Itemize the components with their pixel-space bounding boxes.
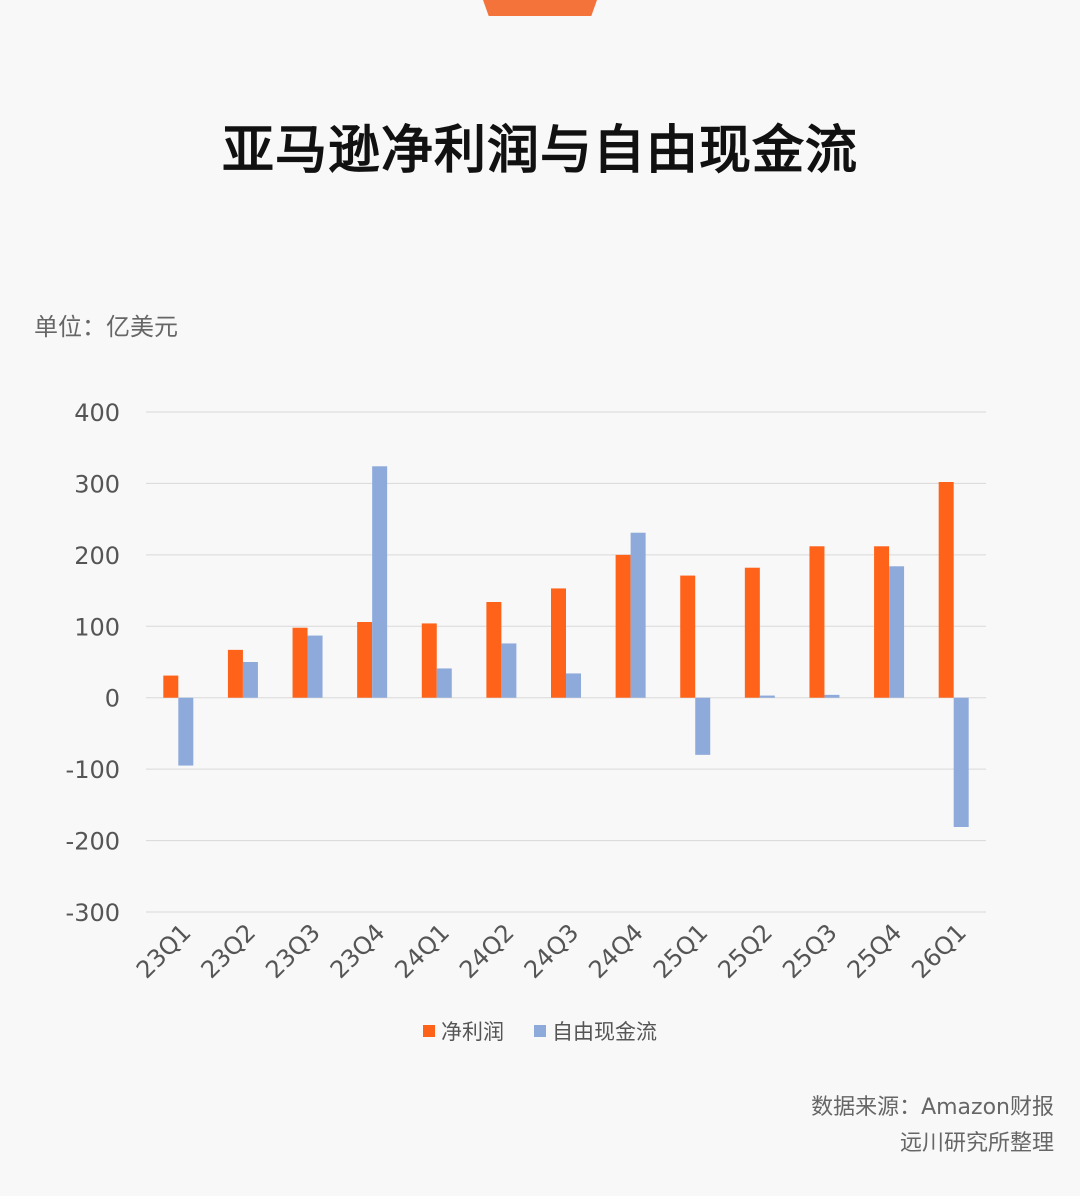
bar-free-cash-flow-24Q3 (566, 673, 581, 698)
legend-swatch-free-cash-flow (534, 1025, 546, 1037)
bar-free-cash-flow-25Q1 (695, 697, 711, 755)
y-tick-label: 100 (74, 613, 120, 641)
bar-net-profit-24Q2 (486, 602, 502, 698)
bar-net-profit-23Q1 (163, 675, 179, 698)
x-tick-label: 24Q4 (583, 918, 649, 984)
bar-net-profit-23Q4 (357, 622, 373, 698)
x-tick-label: 25Q4 (842, 918, 908, 984)
bar-net-profit-25Q1 (680, 575, 696, 698)
x-tick-label: 25Q2 (713, 918, 779, 984)
bar-net-profit-24Q4 (615, 554, 631, 698)
y-tick-label: 200 (74, 542, 120, 570)
bar-chart: 400 300 200 100 0 -100 -200 -300 23Q1 23Q2 23Q3 23Q… (66, 399, 986, 984)
x-tick-label: 23Q2 (196, 918, 262, 984)
bar-net-profit-26Q1 (938, 482, 954, 698)
top-accent-tab (483, 0, 597, 16)
bar-free-cash-flow-23Q2 (242, 662, 258, 698)
bar-net-profit-24Q1 (421, 623, 437, 698)
legend-label-free-cash-flow: 自由现金流 (552, 1020, 657, 1044)
bar-net-profit-25Q4 (874, 546, 890, 698)
bar-free-cash-flow-23Q3 (307, 635, 323, 698)
y-tick-label: -200 (66, 828, 120, 856)
x-tick-label: 23Q1 (131, 918, 197, 984)
legend-item-net-profit: 净利润 (423, 1016, 504, 1046)
x-tick-label: 25Q3 (777, 918, 843, 984)
source-line-2: 远川研究所整理 (899, 1131, 1054, 1156)
bar-net-profit-23Q3 (292, 627, 308, 698)
bar-net-profit-23Q2 (227, 649, 243, 698)
bar-free-cash-flow-24Q4 (630, 532, 646, 698)
bar-free-cash-flow-23Q1 (178, 697, 194, 766)
x-tick-label: 26Q1 (906, 918, 972, 984)
x-tick-label: 24Q2 (454, 918, 520, 984)
x-tick-label: 23Q4 (325, 918, 391, 984)
page-title: 亚马逊净利润与自由现金流 (221, 121, 858, 181)
bar-free-cash-flow-24Q1 (436, 668, 452, 698)
y-tick-label: -300 (66, 899, 120, 927)
bar-free-cash-flow-25Q2 (759, 695, 775, 698)
legend-label-net-profit: 净利润 (441, 1020, 504, 1044)
x-tick-label: 24Q3 (519, 918, 585, 984)
y-tick-label: 300 (74, 470, 120, 498)
source-note: 数据来源：Amazon财报 远川研究所整理 (811, 1090, 1054, 1162)
y-tick-label: -100 (66, 756, 120, 784)
bar-free-cash-flow-24Q2 (501, 643, 517, 698)
source-line-1: 数据来源：Amazon财报 (811, 1095, 1054, 1120)
legend-swatch-net-profit (423, 1025, 435, 1037)
bar-free-cash-flow-26Q1 (953, 697, 969, 827)
bar-free-cash-flow-25Q3 (824, 694, 840, 698)
bar-net-profit-25Q3 (809, 546, 825, 698)
x-tick-label: 23Q3 (260, 918, 326, 984)
bar-free-cash-flow-25Q4 (889, 566, 905, 698)
x-tick-label: 24Q1 (389, 918, 455, 984)
bar-free-cash-flow-23Q4 (372, 466, 388, 698)
bar-net-profit-25Q2 (744, 567, 760, 698)
bar-net-profit-24Q3 (551, 588, 566, 698)
x-tick-label: 25Q1 (648, 918, 714, 984)
y-tick-label: 400 (74, 399, 120, 427)
unit-label: 单位：亿美元 (34, 313, 178, 341)
legend-item-free-cash-flow: 自由现金流 (534, 1016, 657, 1046)
legend: 净利润 自由现金流 (0, 1016, 1080, 1046)
y-tick-label: 0 (105, 685, 120, 713)
